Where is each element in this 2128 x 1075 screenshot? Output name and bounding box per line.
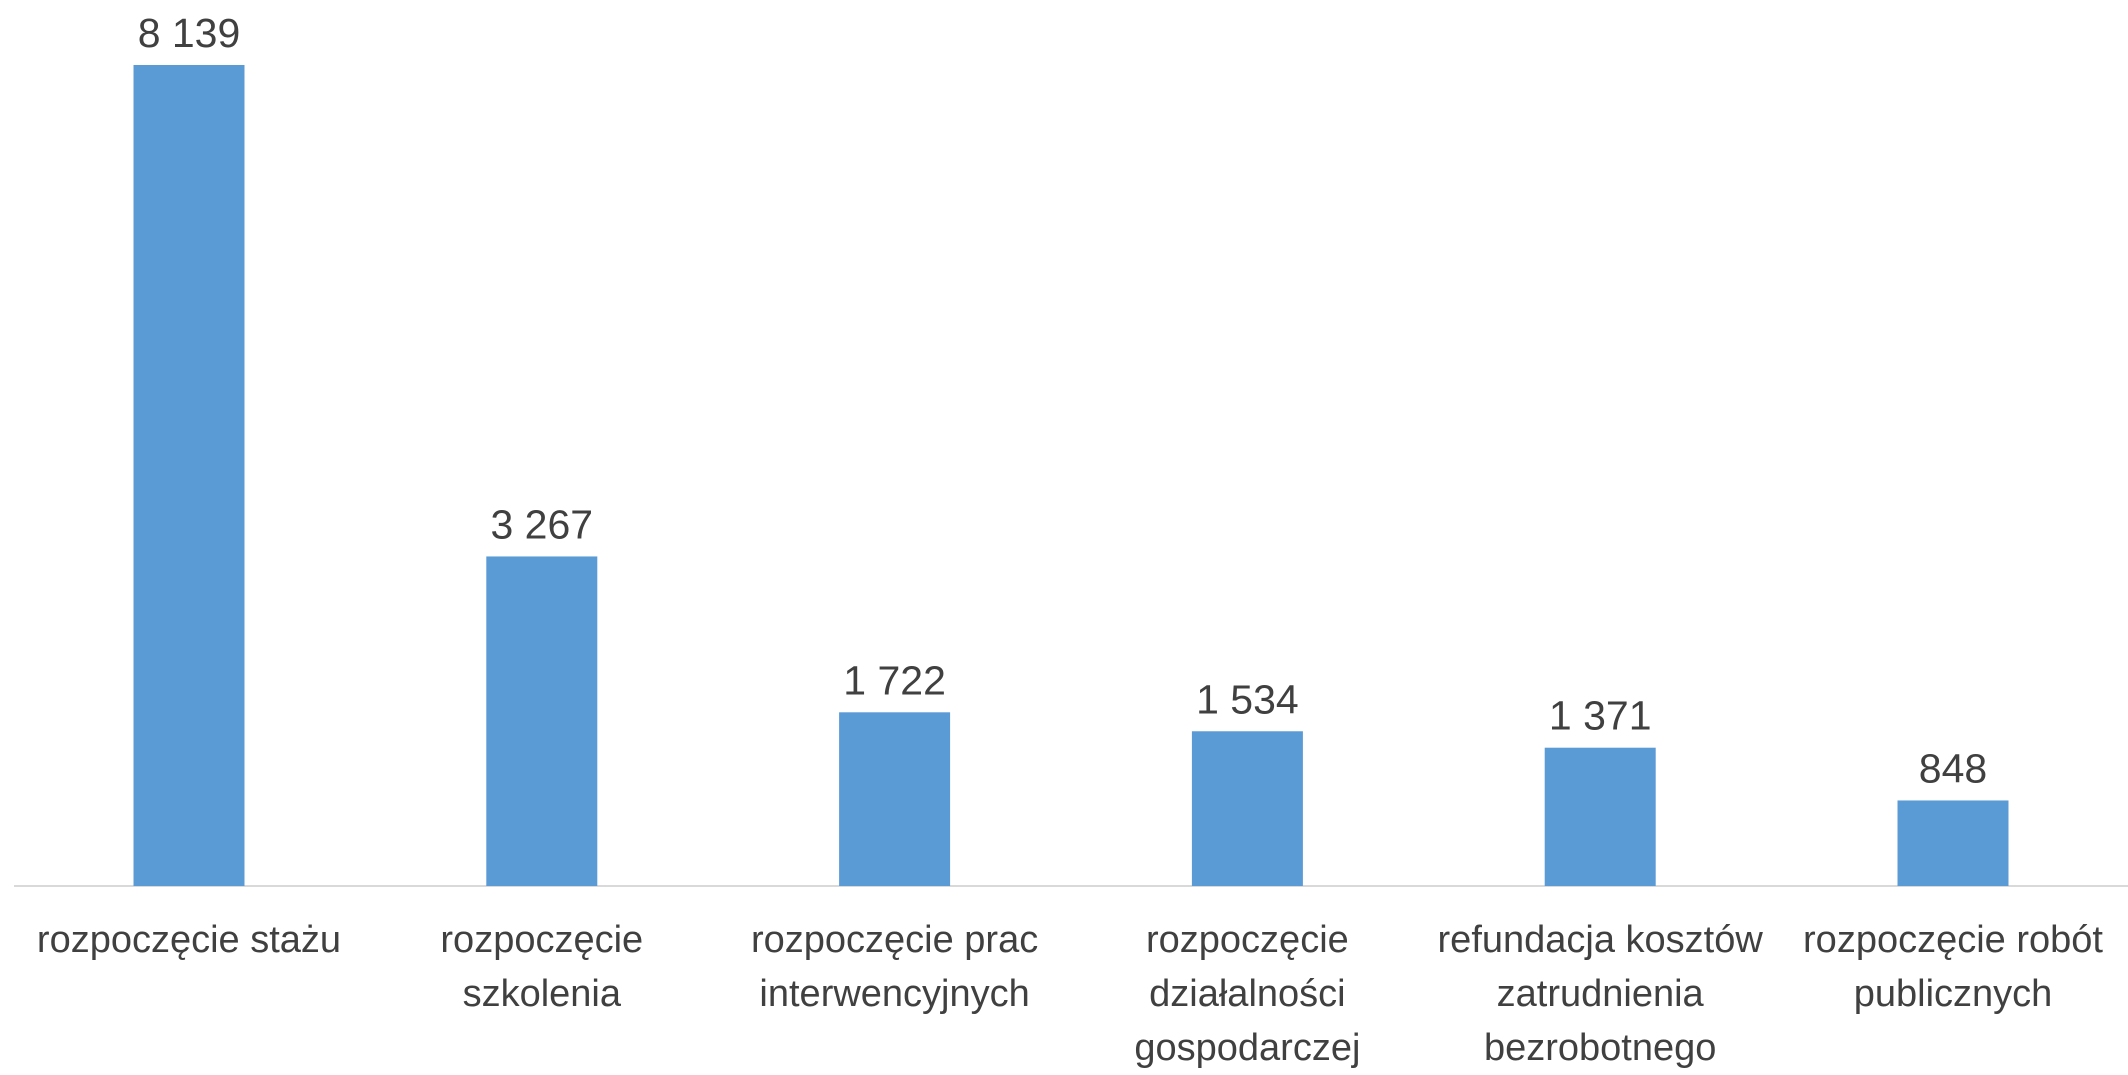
value-label: 3 267 [490,501,593,547]
value-label: 848 [1919,745,1987,791]
x-tick-label: rozpoczęcie prac interwencyjnych [750,919,1039,1015]
value-label: 1 534 [1196,676,1299,722]
value-label: 1 371 [1549,693,1652,739]
x-tick-label: refundacja kosztów zatrudnienia bezrobot… [1437,919,1763,1069]
value-label: 1 722 [843,657,946,703]
bar [839,712,951,886]
x-tick-label: rozpoczęcie robót publicznych [1803,919,2103,1015]
bar [1544,747,1656,886]
x-tick-label: rozpoczęcie szkolenia [440,919,644,1015]
bar [1897,800,2009,886]
value-label: 8 139 [138,10,241,56]
x-tick-label: rozpoczęcie działalności gospodarczej [1134,919,1361,1069]
x-tick-label: rozpoczęcie stażu [36,919,342,961]
bar [486,556,598,886]
bar [133,65,245,886]
bar [1191,731,1303,886]
